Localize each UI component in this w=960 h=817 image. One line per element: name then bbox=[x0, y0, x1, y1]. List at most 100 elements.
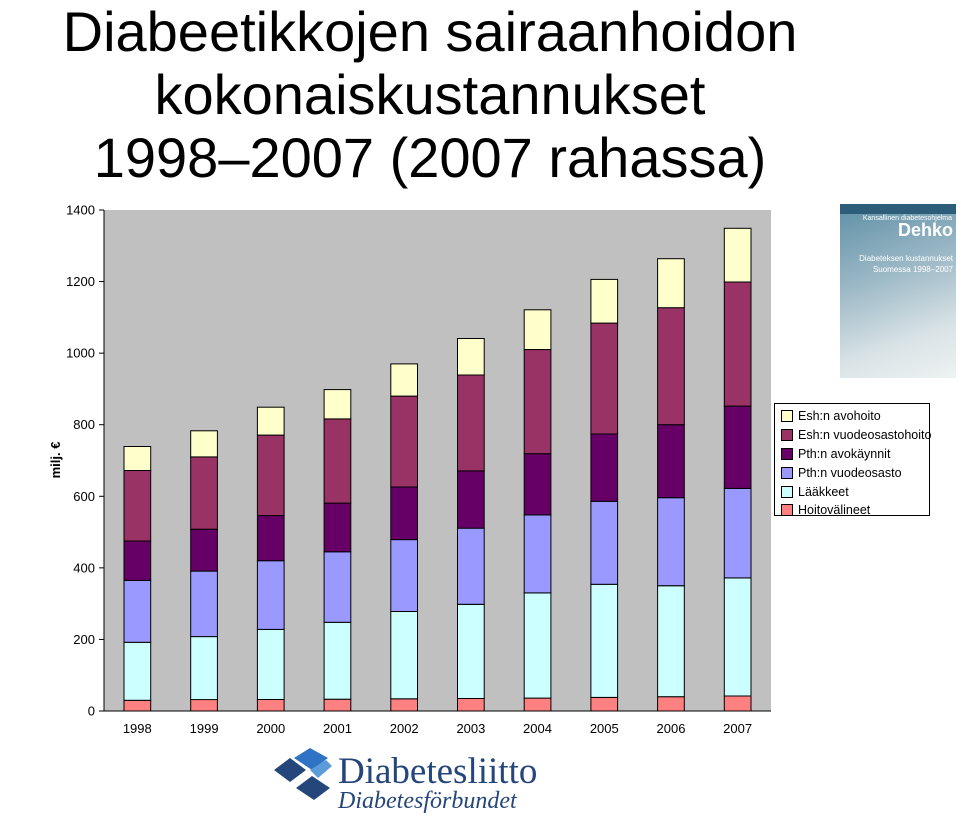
bar-segment-1999-2 bbox=[190, 570, 218, 638]
bar-segment-2007-4 bbox=[723, 281, 752, 407]
cover-top-band bbox=[840, 204, 956, 214]
bar-segment-2007-0 bbox=[723, 695, 752, 712]
slide-title: Diabeetikkojen sairaanhoidon kokonaiskus… bbox=[0, 0, 860, 189]
diabetesliitto-logo: Diabetesliitto Diabetesförbundet bbox=[270, 748, 560, 816]
bar-segment-2005-0 bbox=[590, 696, 619, 712]
bar-segment-2002-1 bbox=[390, 611, 418, 700]
bar-segment-1999-4 bbox=[190, 456, 218, 530]
y-tick-label: 1400 bbox=[66, 203, 95, 218]
bar-segment-2006-1 bbox=[657, 585, 685, 698]
y-tick-label: 1000 bbox=[66, 346, 95, 361]
x-tick-label: 1998 bbox=[123, 721, 152, 736]
bar-segment-2003-1 bbox=[457, 603, 485, 700]
legend-item: Pth:n avokäynnit bbox=[781, 445, 929, 464]
bar-segment-1999-5 bbox=[190, 430, 218, 458]
bar-segment-2004-0 bbox=[523, 697, 552, 712]
bar-segment-2003-0 bbox=[457, 698, 485, 712]
bar-segment-2000-3 bbox=[256, 515, 285, 562]
bar-segment-1998-0 bbox=[123, 699, 152, 712]
bar-segment-2001-4 bbox=[323, 418, 352, 504]
legend-label: Esh:n avohoito bbox=[798, 409, 881, 424]
bar-segment-2001-3 bbox=[323, 502, 352, 553]
title-line-3: 1998–2007 (2007 rahassa) bbox=[93, 126, 767, 189]
bar-segment-2003-2 bbox=[457, 527, 485, 605]
legend-item: Lääkkeet bbox=[781, 482, 929, 501]
bar-segment-2002-3 bbox=[390, 486, 418, 541]
bar-segment-2002-5 bbox=[390, 363, 418, 397]
bar-segment-2004-1 bbox=[523, 592, 552, 699]
y-tick-label: 0 bbox=[88, 704, 95, 719]
y-tick-label: 1200 bbox=[66, 274, 95, 289]
bar-segment-2000-1 bbox=[256, 628, 285, 701]
y-tick-label: 400 bbox=[73, 560, 95, 575]
bar-segment-2005-5 bbox=[590, 278, 619, 324]
bar-segment-1998-3 bbox=[123, 540, 152, 581]
bar-segment-1998-2 bbox=[123, 579, 152, 643]
bar-segment-1999-1 bbox=[190, 636, 218, 701]
bar-segment-2002-0 bbox=[390, 698, 418, 712]
chart-legend: Esh:n avohoito Esh:n vuodeosastohoito Pth:… bbox=[774, 403, 932, 517]
bar-segment-2001-1 bbox=[323, 621, 352, 700]
bar-segment-2000-0 bbox=[256, 699, 285, 712]
bar-segment-2007-5 bbox=[723, 227, 752, 283]
legend-swatch bbox=[781, 447, 793, 460]
bar-segment-2006-0 bbox=[657, 696, 685, 712]
x-tick-label: 2005 bbox=[590, 721, 619, 736]
legend-label: Lääkkeet bbox=[798, 484, 849, 499]
legend-item: Hoitovälineet bbox=[781, 501, 929, 520]
bar-segment-2005-4 bbox=[590, 322, 619, 435]
bar-segment-2004-3 bbox=[523, 453, 552, 516]
bar-segment-1998-4 bbox=[123, 470, 152, 542]
x-tick-label: 1999 bbox=[190, 721, 219, 736]
cover-subtitle: Diabeteksen kustannukset Suomessa 1998–2… bbox=[840, 253, 953, 275]
bar-segment-2006-2 bbox=[657, 497, 685, 587]
x-axis-ticks: 1998 1999 2000 2001 2002 2003 2004 2005 2006 2007 bbox=[123, 721, 752, 736]
bar-segment-2005-3 bbox=[590, 433, 619, 502]
x-tick-label: 2007 bbox=[723, 721, 752, 736]
bar-segment-2002-4 bbox=[390, 395, 418, 488]
cover-program-text: Kansallinen diabetesohjelma bbox=[862, 215, 952, 222]
title-line-2: kokonaiskustannukset bbox=[154, 63, 706, 126]
bar-segment-2006-4 bbox=[657, 307, 685, 426]
bar-segment-2003-4 bbox=[457, 374, 485, 472]
bar-segment-1998-5 bbox=[123, 446, 152, 471]
bar-segment-2004-5 bbox=[523, 309, 552, 350]
bar-segment-2007-1 bbox=[723, 577, 752, 697]
bar-segment-2001-2 bbox=[323, 551, 352, 623]
bar-segment-1999-3 bbox=[190, 528, 218, 572]
bar-segment-2003-3 bbox=[457, 470, 485, 529]
x-tick-label: 2003 bbox=[456, 721, 485, 736]
legend-swatch bbox=[781, 410, 793, 423]
bar-segment-2005-1 bbox=[590, 583, 619, 698]
cover-subtitle-line-1: Diabeteksen kustannukset bbox=[859, 254, 953, 263]
cover-brand-text: Dehko bbox=[897, 220, 953, 240]
y-tick-label: 200 bbox=[73, 632, 95, 647]
bar-segment-2005-2 bbox=[590, 500, 619, 585]
bar-segment-2004-4 bbox=[523, 349, 552, 455]
bar-segment-2007-3 bbox=[723, 405, 752, 489]
bar-segment-2002-2 bbox=[390, 539, 418, 612]
legend-label: Pth:n vuodeosasto bbox=[798, 465, 902, 480]
logo-name: Diabetesliitto bbox=[338, 751, 538, 792]
bar-segment-2001-0 bbox=[323, 698, 352, 712]
bar-segment-2006-3 bbox=[657, 424, 685, 499]
legend-label: Esh:n vuodeosastohoito bbox=[798, 428, 932, 443]
legend-swatch bbox=[781, 466, 793, 479]
legend-item: Pth:n vuodeosasto bbox=[781, 463, 929, 482]
legend-label: Hoitovälineet bbox=[798, 503, 871, 518]
stacked-bar-chart: 0 200 400 600 800 1000 1200 1400 1998 1999 2000 20… bbox=[48, 203, 771, 736]
bars-group bbox=[123, 227, 752, 712]
x-tick-label: 2000 bbox=[256, 721, 285, 736]
legend-swatch bbox=[781, 504, 793, 517]
y-tick-label: 800 bbox=[73, 417, 95, 432]
y-axis-label: milj. € bbox=[48, 442, 63, 479]
x-tick-label: 2006 bbox=[657, 721, 686, 736]
bar-segment-1998-1 bbox=[123, 641, 152, 701]
legend-item: Esh:n vuodeosastohoito bbox=[781, 426, 932, 445]
legend-label: Pth:n avokäynnit bbox=[798, 446, 891, 461]
x-tick-label: 2004 bbox=[523, 721, 552, 736]
x-tick-label: 2001 bbox=[323, 721, 352, 736]
bar-segment-2006-5 bbox=[657, 258, 685, 309]
cover-subtitle-line-2: Suomessa 1998–2007 bbox=[872, 265, 953, 274]
bar-segment-2004-2 bbox=[523, 514, 552, 594]
